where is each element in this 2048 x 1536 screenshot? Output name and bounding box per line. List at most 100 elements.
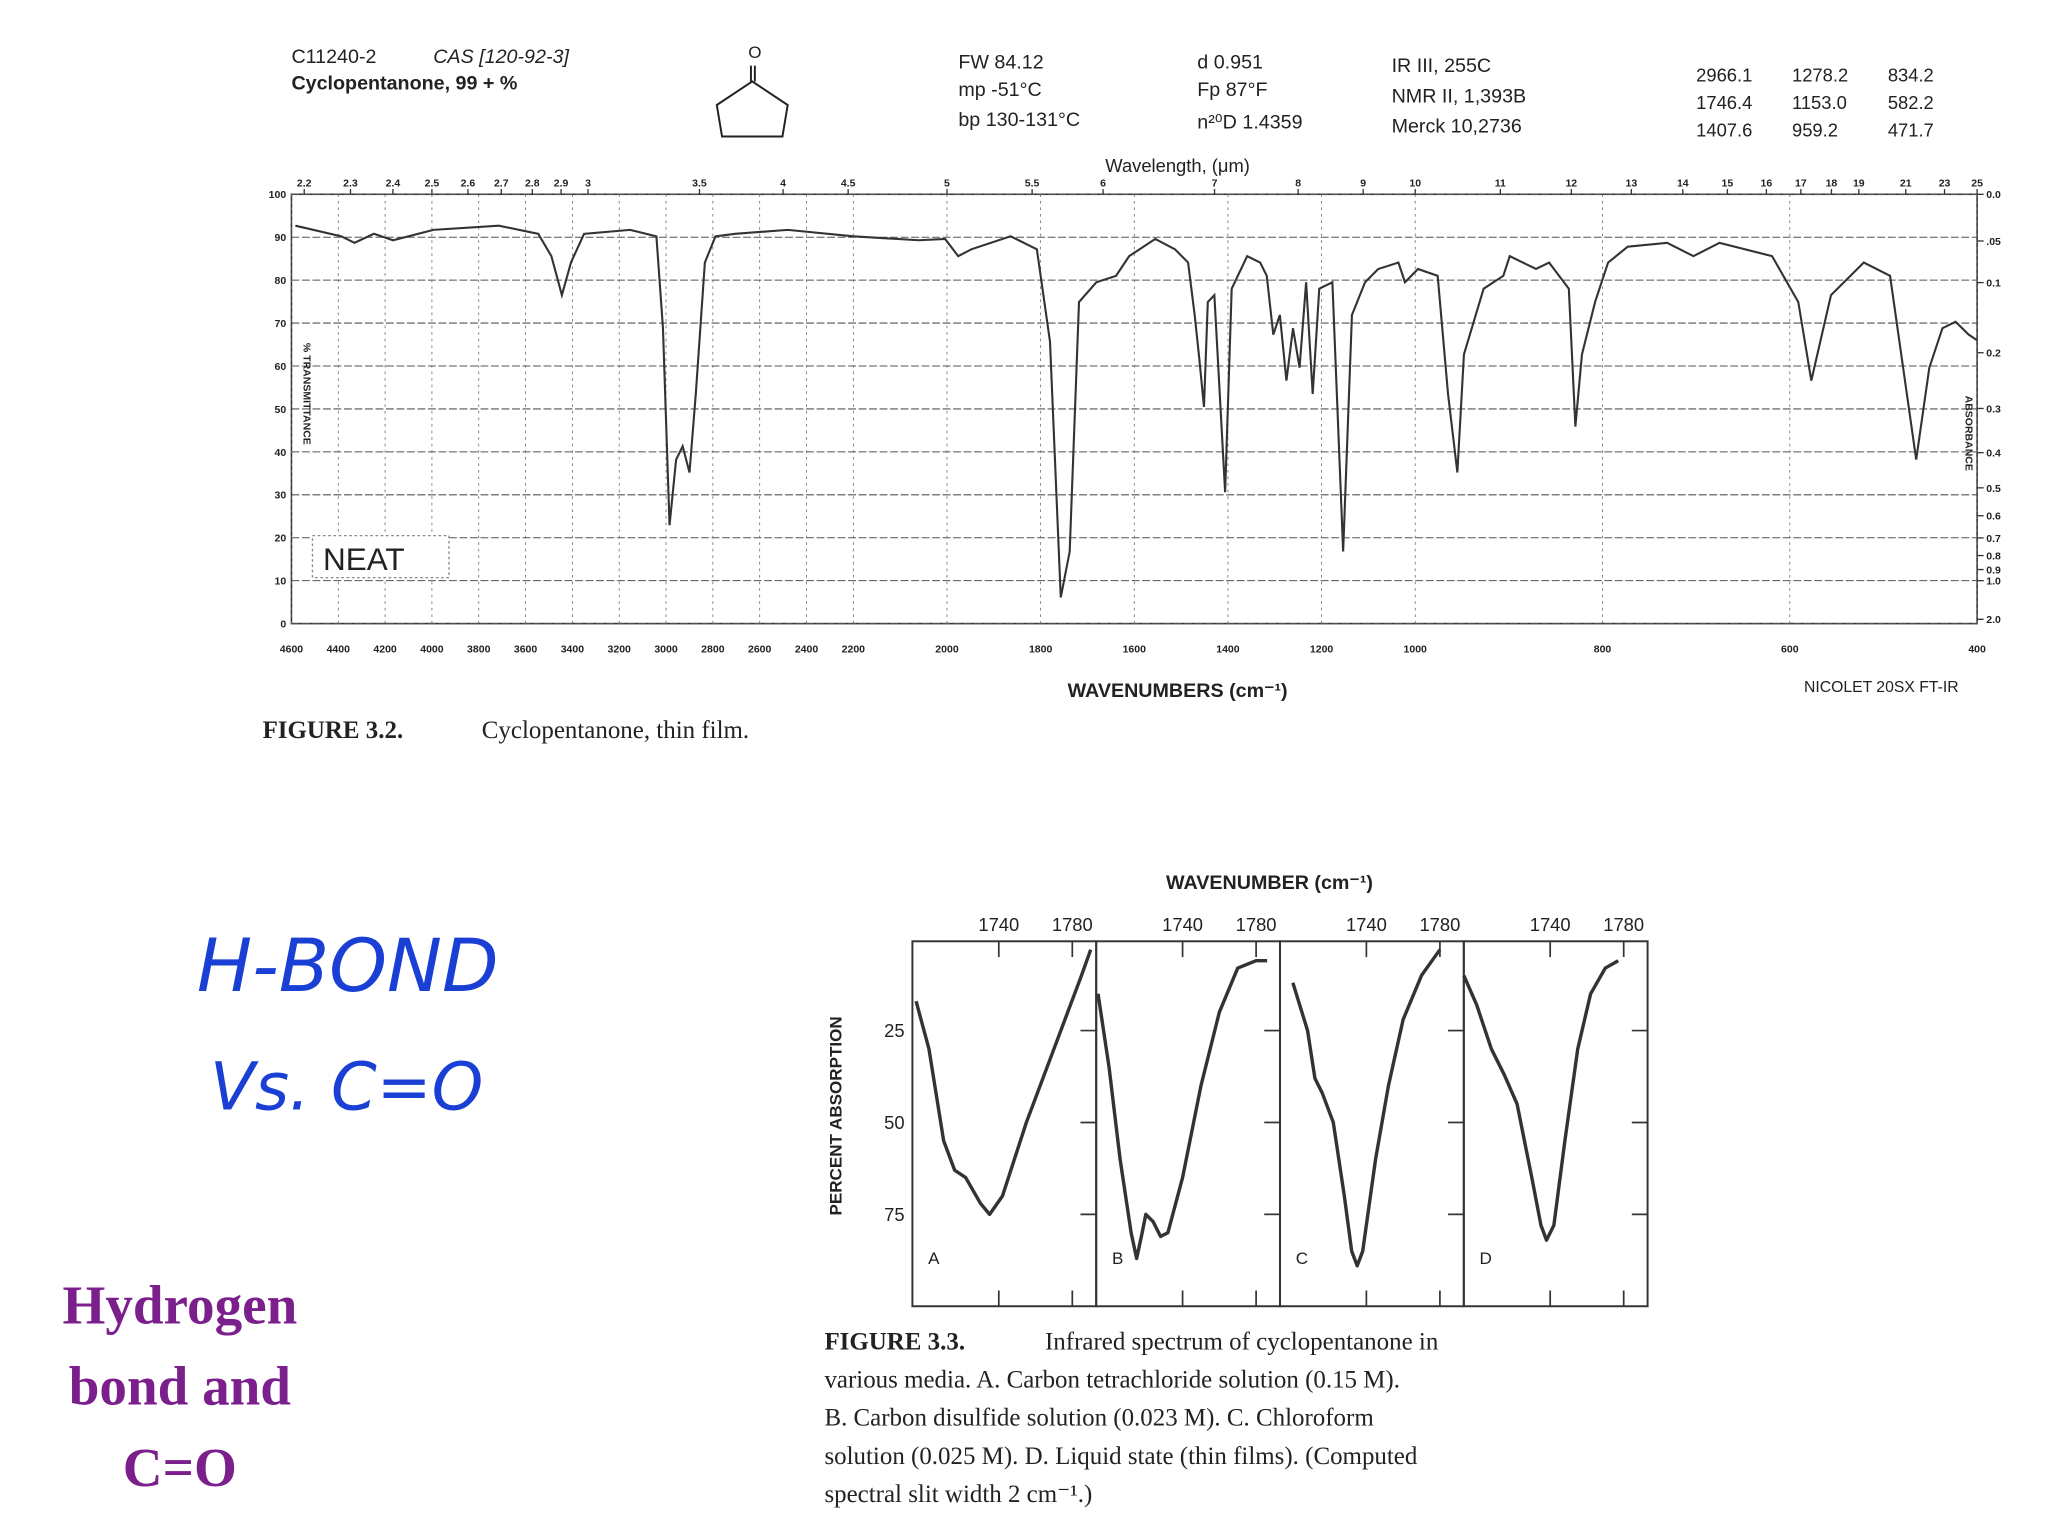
x-tick-label: 4400 bbox=[327, 643, 351, 655]
x2-tick-label: 2.8 bbox=[525, 177, 540, 189]
caption-line: solution (0.025 M). D. Liquid state (thi… bbox=[824, 1443, 1417, 1470]
x-tick-label: 1800 bbox=[1029, 643, 1053, 655]
panel-label: D bbox=[1480, 1249, 1492, 1268]
x2-tick-label: 15 bbox=[1722, 177, 1734, 189]
y-tick-label: 0 bbox=[280, 619, 286, 631]
y-tick-label: 75 bbox=[884, 1204, 904, 1225]
instrument: NICOLET 20SX FT-IR bbox=[1804, 679, 1959, 696]
panel-frame bbox=[1095, 940, 1281, 1308]
x2-tick-label: 2.9 bbox=[554, 177, 569, 189]
peak: 959.2 bbox=[1792, 120, 1838, 141]
x2-tick-label: 3 bbox=[585, 177, 591, 189]
chart-title: WAVENUMBER (cm⁻¹) bbox=[1166, 872, 1373, 894]
y-tick-label: 50 bbox=[275, 404, 287, 416]
y-tick-label: 25 bbox=[884, 1020, 904, 1041]
x-tick-label: 1200 bbox=[1310, 643, 1334, 655]
x-tick-label: 1780 bbox=[1052, 914, 1093, 935]
panel-label: B bbox=[1112, 1249, 1123, 1268]
x2-tick-label: 18 bbox=[1826, 177, 1838, 189]
y-tick-label: 70 bbox=[275, 318, 287, 330]
spectrum-line bbox=[1291, 948, 1442, 1268]
x-tick-label: 600 bbox=[1781, 643, 1799, 655]
peak: 1153.0 bbox=[1792, 92, 1847, 113]
y-tick-label: 50 bbox=[884, 1112, 904, 1133]
y2-tick-label: 0.9 bbox=[1986, 564, 2001, 576]
x-tick-label: 1780 bbox=[1236, 914, 1277, 935]
peak: 1407.6 bbox=[1696, 120, 1752, 141]
ref: NMR II, 1,393B bbox=[1392, 85, 1527, 107]
y2-tick-label: 0.2 bbox=[1986, 348, 2001, 360]
x-tick-label: 3600 bbox=[514, 643, 538, 655]
x2-tick-label: 16 bbox=[1761, 177, 1773, 189]
caption: FIGURE 3.3. Infrared spectrum of cyclope… bbox=[824, 1329, 1438, 1508]
x-tick-label: 1740 bbox=[1162, 914, 1203, 935]
x2-tick-label: 23 bbox=[1939, 177, 1951, 189]
x-tick-label: 1740 bbox=[1530, 914, 1571, 935]
prop: d 0.951 bbox=[1197, 51, 1263, 73]
x2-tick-label: 12 bbox=[1565, 177, 1577, 189]
x-tick-label: 1780 bbox=[1419, 914, 1460, 935]
y2-tick-label: 0.1 bbox=[1986, 278, 2001, 290]
x2-tick-label: 5.5 bbox=[1025, 177, 1040, 189]
handwritten-note: H-BOND bbox=[197, 924, 499, 1009]
x-tick-label: 2000 bbox=[935, 643, 959, 655]
prop: mp -51°C bbox=[958, 79, 1041, 101]
y-axis-label: % TRANSMITTANCE bbox=[300, 343, 312, 445]
caption-line: Infrared spectrum of cyclopentanone in bbox=[1045, 1329, 1439, 1356]
y-tick-label: 30 bbox=[275, 490, 287, 502]
spectrum-line bbox=[1462, 959, 1620, 1242]
catalog: C11240-2 bbox=[291, 46, 376, 68]
x-tick-label: 3800 bbox=[467, 643, 491, 655]
x-tick-label: 2600 bbox=[748, 643, 772, 655]
x-tick-label: 1400 bbox=[1216, 643, 1240, 655]
y-tick-label: 10 bbox=[275, 576, 287, 588]
compound-name: Cyclopentanone, 99 + % bbox=[291, 72, 517, 94]
x-tick-label: 4200 bbox=[373, 643, 397, 655]
peak: 1278.2 bbox=[1792, 64, 1848, 85]
x2-axis-label: Wavelength, (μm) bbox=[1105, 155, 1250, 176]
prop: n²⁰D 1.4359 bbox=[1197, 112, 1302, 134]
x-tick-label: 3200 bbox=[608, 643, 632, 655]
handwriting: H-BOND Vs. C=O bbox=[197, 924, 499, 1125]
x-tick-label: 1780 bbox=[1603, 914, 1644, 935]
structure bbox=[715, 65, 789, 138]
caption-label: FIGURE 3.3. bbox=[824, 1329, 965, 1356]
y-axis-label: PERCENT ABSORPTION bbox=[827, 1016, 846, 1215]
x2-tick-label: 2.6 bbox=[461, 177, 476, 189]
x2-tick-label: 2.4 bbox=[386, 177, 401, 189]
x2-tick-label: 9 bbox=[1360, 177, 1366, 189]
cas: CAS [120-92-3] bbox=[433, 46, 569, 68]
y2-tick-label: 1.0 bbox=[1986, 576, 2001, 588]
peak: 471.7 bbox=[1888, 120, 1934, 141]
caption-line: spectral slit width 2 cm⁻¹.) bbox=[824, 1481, 1092, 1508]
y2-tick-label: 0.4 bbox=[1986, 448, 2001, 460]
y-tick-label: 90 bbox=[275, 232, 287, 244]
x-axis-label: WAVENUMBERS (cm⁻¹) bbox=[1068, 680, 1288, 702]
x2-tick-label: 25 bbox=[1971, 177, 1983, 189]
x-tick-label: 4000 bbox=[420, 643, 444, 655]
y2-tick-label: .05 bbox=[1986, 236, 2001, 248]
y-tick-label: 20 bbox=[275, 533, 287, 545]
y-tick-label: 40 bbox=[275, 447, 287, 459]
spectrum-line bbox=[914, 949, 1093, 1217]
y2-tick-label: 0.7 bbox=[1986, 533, 2001, 545]
x-tick-label: 800 bbox=[1594, 643, 1612, 655]
prop: bp 130-131°C bbox=[958, 109, 1080, 131]
x2-tick-label: 13 bbox=[1625, 177, 1637, 189]
x-tick-label: 1000 bbox=[1404, 643, 1428, 655]
annotation-box bbox=[311, 534, 450, 579]
x-tick-label: 1740 bbox=[1346, 914, 1387, 935]
x2-tick-label: 2.7 bbox=[494, 177, 509, 189]
peak: 834.2 bbox=[1888, 64, 1934, 85]
peak-table: 2966.1 1278.2 834.2 1746.4 1153.0 582.2 1407.6… bbox=[1696, 64, 1934, 140]
prop: Fp 87°F bbox=[1197, 79, 1267, 101]
x2-tick-label: 2.5 bbox=[425, 177, 440, 189]
side-label-line: bond and bbox=[69, 1356, 292, 1417]
x2-tick-label: 17 bbox=[1795, 177, 1807, 189]
y2-tick-label: 0.6 bbox=[1986, 511, 2001, 523]
x-tick-label: 4600 bbox=[280, 643, 304, 655]
panel-label: A bbox=[928, 1249, 940, 1268]
x2-tick-label: 5 bbox=[944, 177, 950, 189]
x2-tick-label: 11 bbox=[1495, 177, 1506, 189]
